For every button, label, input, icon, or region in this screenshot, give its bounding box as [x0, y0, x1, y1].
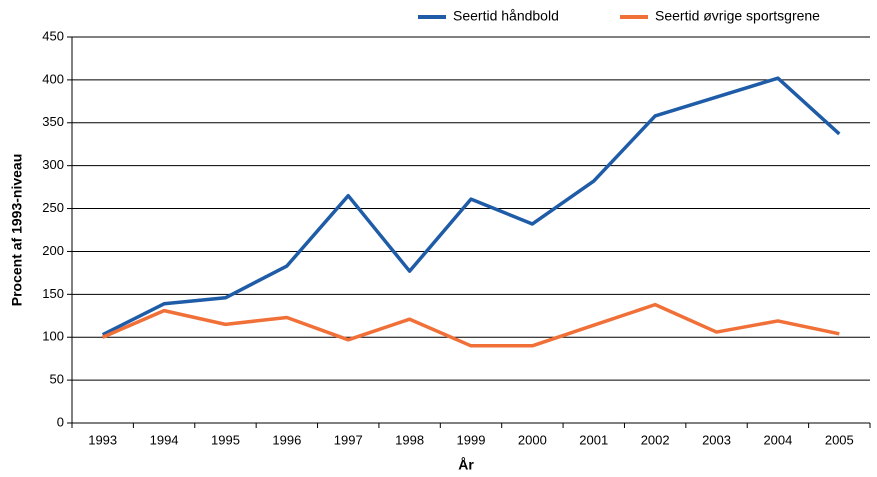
y-tick-label: 50 [50, 372, 64, 387]
data-line [101, 302, 840, 348]
y-tick-label: 150 [42, 286, 64, 301]
x-tick-label: 1996 [272, 432, 301, 447]
legend-label: Seertid øvrige sportsgrene [655, 8, 820, 24]
y-tick-label: 100 [42, 329, 64, 344]
y-tick-label: 450 [42, 28, 64, 43]
y-tick-label: 250 [42, 200, 64, 215]
x-tick-label: 1995 [211, 432, 240, 447]
y-tick-label: 200 [42, 243, 64, 258]
x-tick-label: 2001 [579, 432, 608, 447]
x-tick-label: 2004 [763, 432, 792, 447]
x-axis-label: År [458, 457, 474, 473]
y-tick-label: 0 [57, 414, 64, 429]
x-tick-label: 1994 [150, 432, 179, 447]
x-tick-label: 1993 [88, 432, 117, 447]
y-axis-label: Procent af 1993-niveau [9, 154, 25, 307]
x-tick-label: 1999 [457, 432, 486, 447]
y-tick-label: 400 [42, 71, 64, 86]
x-tick-label: 2003 [702, 432, 731, 447]
data-line [101, 76, 841, 337]
legend-label: Seertid håndbold [453, 8, 559, 24]
y-tick-label: 350 [42, 114, 64, 129]
x-tick-label: 2000 [518, 432, 547, 447]
x-tick-label: 1997 [334, 432, 363, 447]
x-tick-label: 2005 [825, 432, 854, 447]
x-tick-label: 2002 [641, 432, 670, 447]
x-tick-label: 1998 [395, 432, 424, 447]
y-tick-label: 300 [42, 157, 64, 172]
